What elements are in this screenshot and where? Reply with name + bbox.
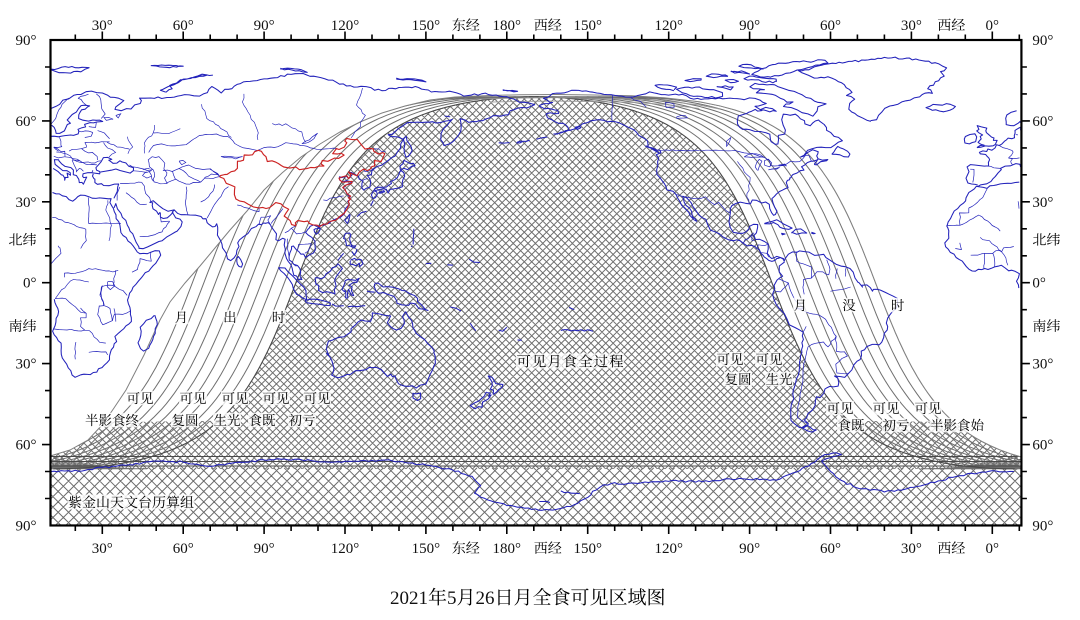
svg-text:0°: 0° xyxy=(23,276,37,292)
svg-text:60°: 60° xyxy=(16,114,37,130)
svg-text:120°: 120° xyxy=(654,541,683,557)
svg-text:30°: 30° xyxy=(1032,357,1053,373)
svg-text:120°: 120° xyxy=(331,541,360,557)
svg-text:60°: 60° xyxy=(173,541,194,557)
svg-text:60°: 60° xyxy=(820,541,841,557)
svg-text:5: 5 xyxy=(447,588,457,609)
svg-text:90°: 90° xyxy=(1032,33,1053,49)
svg-text:180°: 180° xyxy=(493,541,522,557)
svg-text:30°: 30° xyxy=(92,18,113,34)
svg-text:2021: 2021 xyxy=(390,588,428,609)
svg-text:26: 26 xyxy=(476,588,495,609)
svg-text:30°: 30° xyxy=(1032,195,1053,211)
svg-text:30°: 30° xyxy=(901,541,922,557)
svg-text:150°: 150° xyxy=(412,18,441,34)
svg-text:0°: 0° xyxy=(986,18,1000,34)
svg-text:180°: 180° xyxy=(493,18,522,34)
svg-text:60°: 60° xyxy=(1032,438,1053,454)
svg-text:60°: 60° xyxy=(16,438,37,454)
svg-text:90°: 90° xyxy=(16,519,37,535)
svg-text:90°: 90° xyxy=(739,18,760,34)
svg-text:120°: 120° xyxy=(654,18,683,34)
svg-text:0°: 0° xyxy=(1032,276,1046,292)
svg-text:60°: 60° xyxy=(173,18,194,34)
svg-text:150°: 150° xyxy=(573,541,602,557)
svg-text:30°: 30° xyxy=(16,357,37,373)
svg-text:150°: 150° xyxy=(412,541,441,557)
svg-text:30°: 30° xyxy=(16,195,37,211)
svg-text:90°: 90° xyxy=(254,18,275,34)
svg-text:90°: 90° xyxy=(739,541,760,557)
svg-text:90°: 90° xyxy=(254,541,275,557)
svg-text:60°: 60° xyxy=(1032,114,1053,130)
svg-text:90°: 90° xyxy=(16,33,37,49)
svg-text:0°: 0° xyxy=(986,541,1000,557)
svg-text:90°: 90° xyxy=(1032,519,1053,535)
svg-text:60°: 60° xyxy=(820,18,841,34)
svg-text:120°: 120° xyxy=(331,18,360,34)
svg-text:150°: 150° xyxy=(573,18,602,34)
svg-text:30°: 30° xyxy=(92,541,113,557)
svg-text:30°: 30° xyxy=(901,18,922,34)
